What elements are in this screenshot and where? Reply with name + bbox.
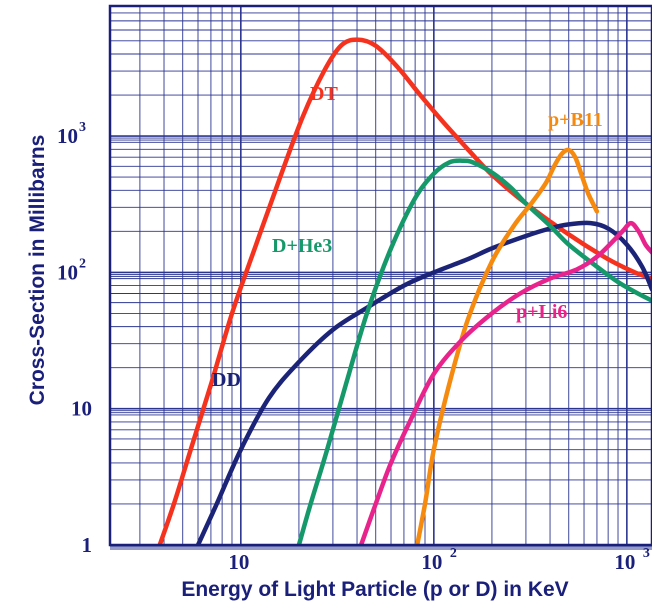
- series-label-p-b11: p+B11: [548, 109, 603, 131]
- y-tick-exponent: 2: [79, 256, 86, 271]
- x-tick-label: 10: [421, 550, 442, 574]
- data-series: [157, 37, 652, 545]
- y-tick-label: 10: [57, 124, 78, 148]
- x-tick-label: 10: [614, 550, 635, 574]
- y-tick-label: 10: [71, 397, 92, 421]
- series-label-p-li6: p+Li6: [516, 301, 567, 323]
- y-tick-label: 10: [57, 260, 78, 284]
- series-label-dd: DD: [212, 369, 241, 391]
- plot-frame: [108, 4, 652, 547]
- y-axis-label: Cross-Section in Millibarns: [26, 135, 49, 406]
- series-labels: DT DD D+He3 p+B11 p+Li6: [212, 83, 603, 391]
- series-line-p-li6: [358, 220, 652, 545]
- y-tick-exponent: 3: [79, 120, 86, 135]
- series-line-d-he3: [296, 158, 652, 545]
- series-line-dd: [195, 220, 652, 545]
- x-tick-exponent: 3: [643, 546, 650, 561]
- plot-grid: [110, 5, 652, 550]
- series-label-dt: DT: [310, 83, 338, 105]
- series-label-d-he3: D+He3: [272, 235, 332, 257]
- x-tick-exponent: 2: [450, 546, 457, 561]
- x-tick-label: 10: [228, 550, 249, 574]
- x-axis-label: Energy of Light Particle (p or D) in KeV: [181, 578, 568, 601]
- series-line-p-b11: [414, 147, 600, 545]
- y-tick-label: 1: [82, 533, 93, 557]
